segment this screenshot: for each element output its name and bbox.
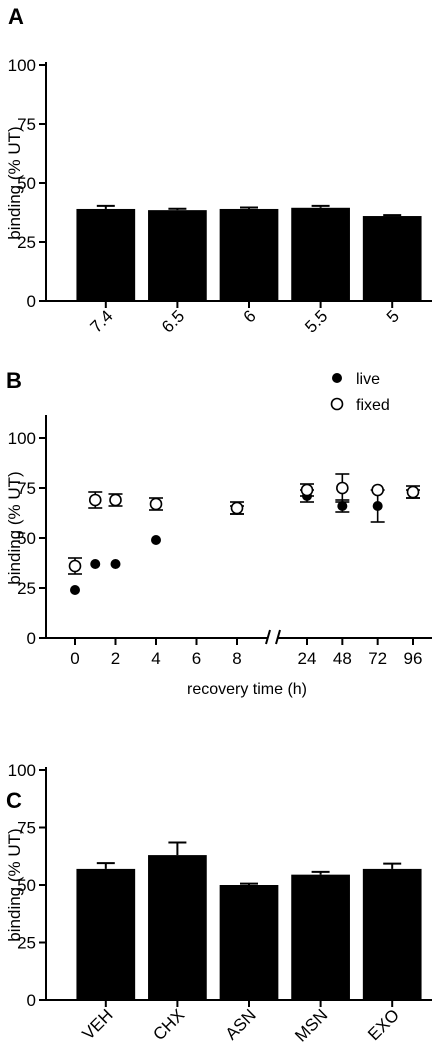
y-tick-label: 50: [17, 876, 36, 895]
bar: [362, 868, 422, 1000]
x-tick-label: EXO: [364, 1005, 403, 1044]
x-tick-label: VEH: [78, 1005, 116, 1043]
panel-letter: C: [6, 788, 22, 813]
data-point-fixed: [406, 485, 420, 499]
y-tick-label: 25: [17, 579, 36, 598]
data-point-fixed: [371, 483, 384, 497]
data-point-live: [110, 559, 121, 569]
data-point-fixed: [68, 559, 82, 573]
x-tick-label: 6: [192, 649, 201, 668]
x-tick-label: 5: [383, 306, 403, 326]
bar: [362, 216, 422, 301]
y-tick-label: 0: [27, 629, 36, 648]
x-tick-label: 5.5: [301, 306, 331, 336]
x-tick-label: 72: [368, 649, 387, 668]
chart-panel-a: 0 25 50 75 100 binding (% UT) A 7.4 6.5 6 5.5 5: [5, 4, 432, 337]
legend: live fixed: [330, 371, 390, 414]
legend-label: fixed: [356, 397, 390, 414]
x-tick-label: 8: [232, 649, 241, 668]
axis-break-mark: [265, 629, 271, 645]
bar: [291, 874, 350, 1000]
data-point-live: [90, 559, 101, 569]
y-tick-label: 75: [17, 479, 36, 498]
data-point-live: [151, 535, 161, 545]
x-tick-label: 0: [70, 649, 79, 668]
data-point-fixed: [300, 483, 314, 497]
bar: [148, 855, 207, 1000]
x-tick-label: MSN: [291, 1005, 331, 1045]
data-point-fixed: [230, 501, 244, 515]
bar: [76, 868, 136, 1000]
x-tick-label: 24: [298, 649, 317, 668]
data-point-live: [372, 501, 383, 511]
x-tick-label: ASN: [222, 1005, 260, 1043]
y-tick-label: 100: [8, 56, 36, 75]
y-tick-label: 75: [17, 819, 36, 838]
x-tick-label: 6: [240, 306, 260, 326]
y-tick-label: 100: [8, 761, 36, 780]
y-tick-label: 75: [17, 115, 36, 134]
y-tick-label: 100: [8, 429, 36, 448]
y-tick-label: 0: [27, 292, 36, 311]
x-tick-label: CHX: [149, 1005, 188, 1044]
bar: [219, 885, 279, 1000]
bar: [76, 208, 136, 301]
x-tick-label: 2: [111, 649, 120, 668]
data-point-fixed: [88, 493, 102, 507]
data-point-fixed: [336, 481, 349, 495]
y-axis-label: binding (% UT): [5, 471, 24, 584]
data-point-live: [337, 501, 348, 511]
y-tick-label: 25: [17, 233, 36, 252]
x-tick-label: 6.5: [158, 306, 188, 336]
y-axis-label: binding (% UT): [5, 126, 24, 239]
data-point-fixed: [109, 493, 122, 507]
x-axis-label: recovery time (h): [187, 681, 307, 698]
y-tick-label: 50: [17, 174, 36, 193]
legend-marker: [330, 397, 344, 411]
data-point-fixed: [149, 497, 163, 511]
panel-letter: B: [6, 368, 22, 393]
x-tick-label: 48: [333, 649, 352, 668]
panel-letter: A: [8, 4, 24, 29]
x-tick-label: 7.4: [86, 306, 116, 336]
y-tick-label: 50: [17, 529, 36, 548]
y-axis-label: binding (% UT): [5, 828, 24, 941]
x-tick-label: 96: [404, 649, 423, 668]
legend-marker: [332, 373, 342, 383]
y-tick-label: 0: [27, 991, 36, 1010]
bar: [291, 207, 350, 301]
data-point-live: [70, 585, 80, 595]
legend-label: live: [356, 371, 380, 388]
bar: [219, 208, 279, 301]
x-tick-label: 4: [151, 649, 160, 668]
bar: [148, 210, 207, 301]
y-tick-label: 25: [17, 934, 36, 953]
chart-panel-c: 0 25 50 75 100 binding (% UT) C VEH CHX ASN MSN EXO: [5, 761, 432, 1046]
